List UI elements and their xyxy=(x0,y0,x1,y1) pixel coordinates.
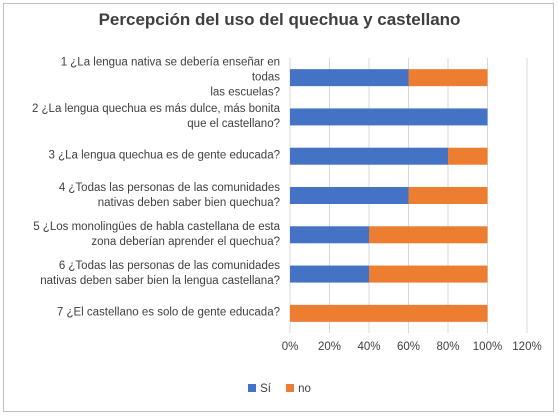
category-label-line: nativas deben saber bien la lengua caste… xyxy=(40,275,280,288)
category-label-line: 2 ¿La lengua quechua es más dulce, más b… xyxy=(31,102,280,115)
bar-si xyxy=(290,108,488,126)
legend-swatch-no xyxy=(286,384,295,392)
legend-swatch-si xyxy=(248,384,257,392)
category-label-line: 3 ¿La lengua quechua es de gente educada… xyxy=(48,149,280,162)
bar-si xyxy=(290,69,409,87)
category-label-line: 5 ¿Los monolingües de habla castellana d… xyxy=(33,220,280,233)
category-label-line: que el castellano? xyxy=(187,117,280,130)
legend-item-si: Sí xyxy=(248,383,271,395)
chart-title: Percepción del uso del quechua y castell… xyxy=(98,10,461,29)
legend-label-no: no xyxy=(298,383,311,395)
x-tick-label: 20% xyxy=(318,341,341,353)
bar-si xyxy=(290,187,409,204)
bar-no xyxy=(369,265,488,283)
category-label: 3 ¿La lengua quechua es de gente educada… xyxy=(30,149,280,164)
bar-no xyxy=(369,226,488,244)
x-tick-label: 120% xyxy=(512,341,541,353)
category-label-line: 1 ¿La lengua nativa se debería enseñar e… xyxy=(60,56,280,84)
x-tick-label: 100% xyxy=(473,341,502,353)
bar-no xyxy=(408,69,488,87)
category-label: 5 ¿Los monolingües de habla castellana d… xyxy=(30,220,280,250)
x-tick-label: 60% xyxy=(397,341,420,353)
category-label-line: 4 ¿Todas las personas de las comunidades xyxy=(58,181,280,194)
x-tick-label: 40% xyxy=(357,341,380,353)
legend-item-no: no xyxy=(286,383,311,395)
legend-label-si: Sí xyxy=(260,383,271,395)
bar-no xyxy=(408,187,488,204)
category-label-line: zona deberían aprender el quechua? xyxy=(91,235,280,248)
category-label-line: nativas deben saber bien quechua? xyxy=(97,196,280,209)
category-label: 1 ¿La lengua nativa se debería enseñar e… xyxy=(30,55,280,100)
x-tick-label: 0% xyxy=(282,341,299,353)
bar-si xyxy=(290,147,448,165)
category-label: 6 ¿Todas las personas de las comunidades… xyxy=(30,259,280,289)
bar-si xyxy=(290,265,369,283)
bar-no xyxy=(290,304,488,322)
legend: Sí no xyxy=(0,383,559,395)
category-label: 7 ¿El castellano es solo de gente educad… xyxy=(30,306,280,321)
category-label-line: 6 ¿Todas las personas de las comunidades xyxy=(58,260,280,273)
category-label-line: las escuelas? xyxy=(210,86,280,99)
bar-si xyxy=(290,226,369,244)
x-tick-label: 80% xyxy=(436,341,459,353)
category-label: 2 ¿La lengua quechua es más dulce, más b… xyxy=(30,102,280,132)
bar-no xyxy=(448,147,488,165)
category-label: 4 ¿Todas las personas de las comunidades… xyxy=(30,181,280,211)
category-label-line: 7 ¿El castellano es solo de gente educad… xyxy=(56,306,280,319)
